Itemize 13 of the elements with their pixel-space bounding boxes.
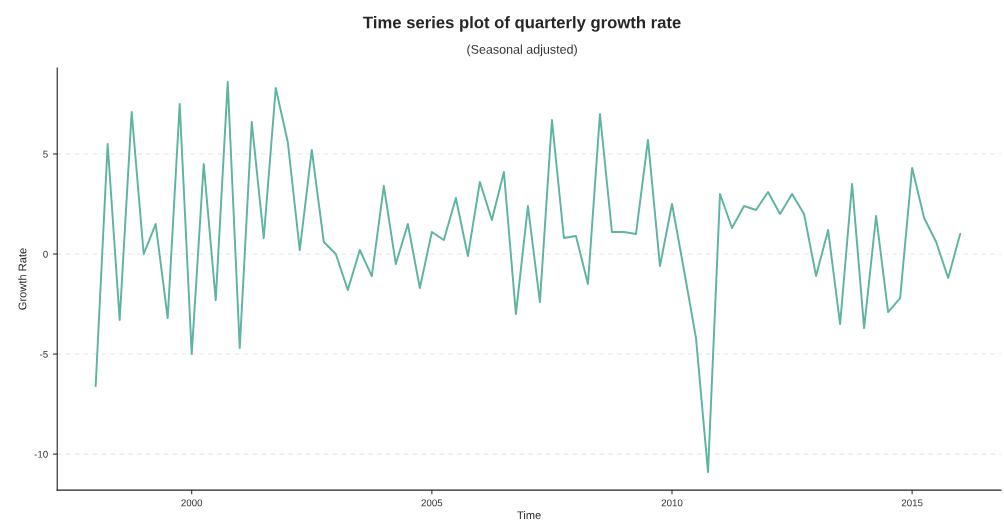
y-tick-label: -10 xyxy=(34,450,48,458)
x-tick-label: 2015 xyxy=(901,499,923,507)
chart-subtitle: (Seasonal adjusted) xyxy=(467,44,577,57)
x-tick-label: 2000 xyxy=(181,499,203,507)
y-tick-label: 5 xyxy=(43,150,48,158)
y-tick-label: 0 xyxy=(43,250,48,258)
x-tick-label: 2005 xyxy=(421,499,443,507)
chart-title: Time series plot of quarterly growth rate xyxy=(363,16,681,32)
y-tick-label: -5 xyxy=(39,350,48,358)
x-tick-label: 2010 xyxy=(661,499,683,507)
x-axis-title: Time xyxy=(517,510,541,520)
line-series xyxy=(94,81,962,474)
y-axis-title: Growth Rate xyxy=(18,248,27,310)
